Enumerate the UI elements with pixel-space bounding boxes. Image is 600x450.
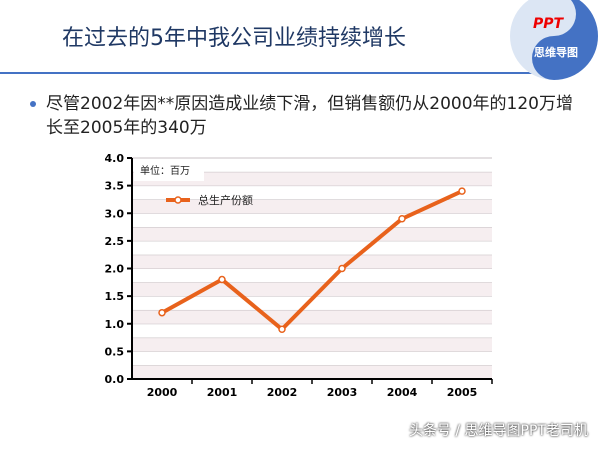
y-tick-label: 0.0 — [105, 373, 125, 386]
grid-band — [132, 365, 492, 379]
data-point — [158, 308, 166, 317]
x-tick-label: 2003 — [327, 386, 358, 399]
x-tick-label: 2004 — [387, 386, 418, 399]
logo-subtext: 思维导图 — [534, 45, 578, 59]
grid-band — [132, 171, 492, 186]
grid-band — [132, 296, 492, 310]
y-tick-label: 3.5 — [105, 180, 125, 193]
data-point — [338, 264, 346, 273]
grid-band — [132, 199, 492, 214]
bullet-text: 尽管2002年因**原因造成业绩下滑，但销售额仍从2000年的120万增长至20… — [46, 94, 573, 138]
title-divider — [0, 72, 540, 74]
unit-label: 单位：百万 — [140, 164, 190, 177]
y-tick-label: 2.5 — [105, 235, 125, 248]
y-tick-label: 3.0 — [105, 207, 125, 220]
y-tick-label: 4.0 — [105, 152, 125, 165]
grid-band — [132, 351, 492, 366]
grid-band — [132, 158, 492, 172]
grid-band — [132, 227, 492, 241]
grid-band — [132, 254, 492, 269]
x-tick-label: 2002 — [267, 386, 298, 399]
bullet-point: 尽管2002年因**原因造成业绩下滑，但销售额仍从2000年的120万增长至20… — [30, 92, 576, 140]
unit-label-bg — [134, 159, 204, 181]
data-point — [398, 215, 406, 223]
data-point — [218, 275, 226, 284]
y-tick-label: 0.5 — [105, 345, 125, 358]
data-point — [278, 325, 286, 334]
grid-band — [132, 282, 492, 297]
series-line — [161, 189, 463, 332]
logo-icon: PPT 思维导图 — [510, 0, 598, 80]
data-point — [458, 187, 466, 195]
x-tick-label: 2005 — [447, 386, 478, 399]
grid-band — [132, 323, 492, 338]
x-tick-label: 2001 — [207, 386, 238, 399]
legend-label: 总生产份额 — [198, 193, 253, 207]
slide-title: 在过去的5年中我公司业绩持续增长 — [62, 26, 406, 51]
y-tick-label: 1.0 — [105, 318, 125, 331]
grid-band — [132, 240, 492, 255]
grid-band — [132, 309, 492, 324]
grid-band — [132, 213, 492, 228]
legend-marker — [174, 196, 182, 204]
grid-band — [132, 185, 492, 200]
grid-band — [132, 268, 492, 283]
y-tick-label: 1.5 — [105, 290, 125, 303]
logo-text: PPT — [533, 16, 565, 32]
y-tick-label: 2.0 — [105, 263, 125, 276]
bullet-dot — [30, 101, 36, 107]
grid-band — [132, 337, 492, 352]
x-tick-label: 2000 — [147, 386, 178, 399]
watermark: 头条号 / 思维导图PPT老司机 — [408, 423, 588, 439]
